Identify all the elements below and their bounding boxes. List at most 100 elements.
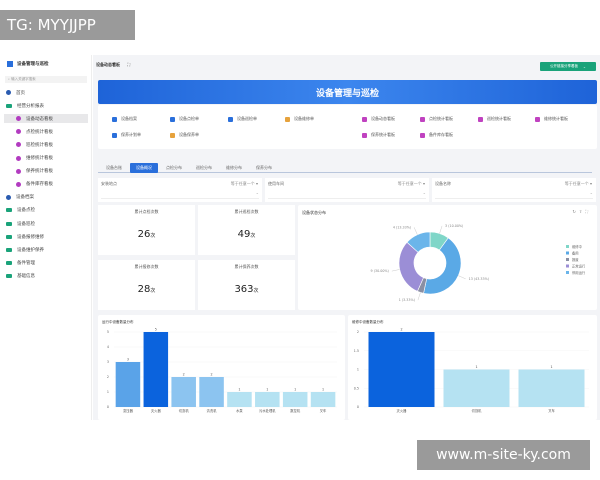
bar[interactable]	[310, 392, 336, 407]
quick-link[interactable]: 设备维修单	[285, 116, 314, 122]
sidebar-item[interactable]: 设备档案	[4, 193, 88, 202]
filter: 安装地点 等于任意一个 ▾ ⌄	[98, 178, 262, 202]
x-tick: 叉车	[320, 408, 327, 413]
quick-link[interactable]: 设备动态看板	[362, 116, 395, 122]
bar[interactable]	[143, 332, 169, 407]
bar[interactable]	[199, 377, 224, 407]
sidebar-item[interactable]: 设备点检	[4, 206, 88, 215]
tab-label: 点检分布	[166, 165, 182, 170]
bar1-title: 运行中设备数量分布	[102, 320, 134, 324]
quick-link-icon	[112, 116, 117, 122]
quick-link[interactable]: 设备保养单	[170, 132, 199, 138]
tabs-divider	[98, 172, 592, 173]
sidebar-item[interactable]: 基础信息	[4, 271, 88, 280]
legend-label[interactable]: 备用	[572, 251, 579, 256]
legend-label[interactable]: 报废	[572, 257, 579, 262]
filter-select[interactable]: ⌄	[268, 190, 426, 199]
bar-value-label: 2	[211, 373, 213, 377]
bar[interactable]	[171, 377, 196, 407]
x-tick: 切割机	[472, 408, 483, 413]
tab[interactable]: 设备概况	[130, 163, 158, 173]
quick-link[interactable]: 备件库存看板	[420, 132, 453, 138]
quick-link-icon	[285, 116, 290, 122]
quick-link-label: 备件库存看板	[429, 132, 453, 137]
legend-label[interactable]: 正常运行	[572, 264, 586, 269]
y-tick: 1	[357, 368, 359, 372]
tab[interactable]: 保养分布	[250, 163, 278, 173]
filter-operator[interactable]: 等于任意一个 ▾	[564, 181, 592, 186]
stat-label: 累计报修次数	[134, 264, 159, 269]
bar-value-label: 1	[266, 388, 268, 392]
sidebar-item-label: 备件库存看板	[26, 182, 53, 188]
quick-link[interactable]: 巡检统计看板	[478, 116, 511, 122]
bar[interactable]	[368, 332, 435, 407]
sidebar-item-label: 维修统计看板	[26, 156, 53, 161]
tab[interactable]: 点检分布	[160, 163, 188, 173]
y-tick: 1	[107, 390, 109, 394]
quick-link[interactable]: 点检统计看板	[420, 116, 453, 122]
banner: 设备管理与巡检	[98, 80, 597, 104]
bar[interactable]	[115, 362, 141, 407]
sidebar-item[interactable]: 设备维护保养	[4, 245, 88, 254]
tab[interactable]: 维修分布	[220, 163, 248, 173]
document-icon	[6, 194, 11, 200]
filter-operator[interactable]: 等于任意一个 ▾	[397, 181, 425, 186]
bar[interactable]	[282, 392, 308, 407]
quick-link[interactable]: 设备点检单	[170, 116, 199, 122]
pie-label: 9 (30.00%)	[371, 269, 389, 273]
sidebar-item[interactable]: 备件管理	[4, 258, 88, 267]
bar[interactable]	[255, 392, 280, 407]
legend-swatch	[566, 258, 569, 261]
stat-label: 累计巡检次数	[234, 209, 259, 214]
fullscreen-icon[interactable]: ⛶	[127, 62, 131, 67]
pie-slice[interactable]	[423, 237, 462, 295]
quick-link[interactable]: 保养统计看板	[362, 132, 395, 138]
watermark-bottom-right: www.m-site-ky.com	[417, 440, 590, 470]
bar[interactable]	[518, 369, 585, 408]
sidebar-item-label: 设备报修维修	[17, 234, 44, 240]
legend-label[interactable]: 维修中	[572, 244, 582, 249]
sidebar-item[interactable]: 设备动态看板	[4, 114, 88, 124]
sidebar-item[interactable]: 备件库存看板	[4, 180, 88, 189]
tab[interactable]: 巡检分布	[190, 163, 218, 173]
search-input[interactable]: ⌕ 输入关键字搜索	[5, 76, 87, 83]
x-tick: 水泵	[236, 408, 243, 413]
folder-icon	[6, 260, 12, 265]
sidebar-item[interactable]: 设备巡检	[4, 219, 88, 228]
x-tick: 污水处理机	[259, 408, 276, 413]
sidebar-item[interactable]: 维修统计看板	[4, 154, 88, 163]
bar[interactable]	[227, 392, 252, 407]
legend-swatch	[566, 251, 569, 255]
sidebar-item[interactable]: 设备报修维修	[4, 232, 88, 241]
expand-icon[interactable]: ⛶	[585, 209, 591, 214]
stat-value: 26	[137, 229, 151, 240]
sidebar-item[interactable]: 经营分析报表	[4, 101, 88, 110]
refresh-icon[interactable]: ↻	[572, 209, 579, 214]
filter: 设备名称 等于任意一个 ▾ ⌄	[432, 178, 596, 202]
quick-link[interactable]: 设备档案	[112, 116, 137, 122]
x-tick: 变压器	[123, 408, 134, 413]
search-placeholder: 输入关键字搜索	[11, 77, 36, 81]
quick-link[interactable]: 设备巡检单	[228, 116, 257, 122]
quick-link-icon	[420, 132, 425, 138]
sidebar-item[interactable]: 保养统计看板	[4, 167, 88, 176]
filter-operator[interactable]: 等于任意一个 ▾	[230, 181, 258, 186]
sidebar-item[interactable]: 首页	[4, 88, 88, 97]
pie-slice[interactable]	[406, 231, 431, 253]
sidebar-item[interactable]: 点检统计看板	[4, 127, 88, 136]
legend-label[interactable]: 停用运行	[572, 270, 586, 275]
app-title: 设备管理与巡检	[7, 61, 49, 67]
share-button[interactable]: 公开链接分享看板 ⌄	[540, 62, 596, 71]
chevron-down-icon[interactable]: ⌄	[583, 64, 586, 69]
quick-link-icon	[362, 132, 367, 138]
page-title-text: 设备动态看板	[96, 62, 120, 67]
filter-select[interactable]: ⌄	[435, 190, 593, 199]
quick-link[interactable]: 维修统计看板	[535, 116, 568, 122]
export-icon[interactable]: ⇪	[578, 209, 586, 214]
bar[interactable]	[443, 369, 510, 408]
quick-link[interactable]: 保养计划单	[112, 132, 141, 138]
tab[interactable]: 设备台账	[100, 163, 128, 173]
sidebar-item-label: 点检统计看板	[26, 129, 53, 135]
sidebar-item[interactable]: 巡检统计看板	[4, 140, 88, 149]
filter-select[interactable]: ⌄	[101, 190, 259, 199]
